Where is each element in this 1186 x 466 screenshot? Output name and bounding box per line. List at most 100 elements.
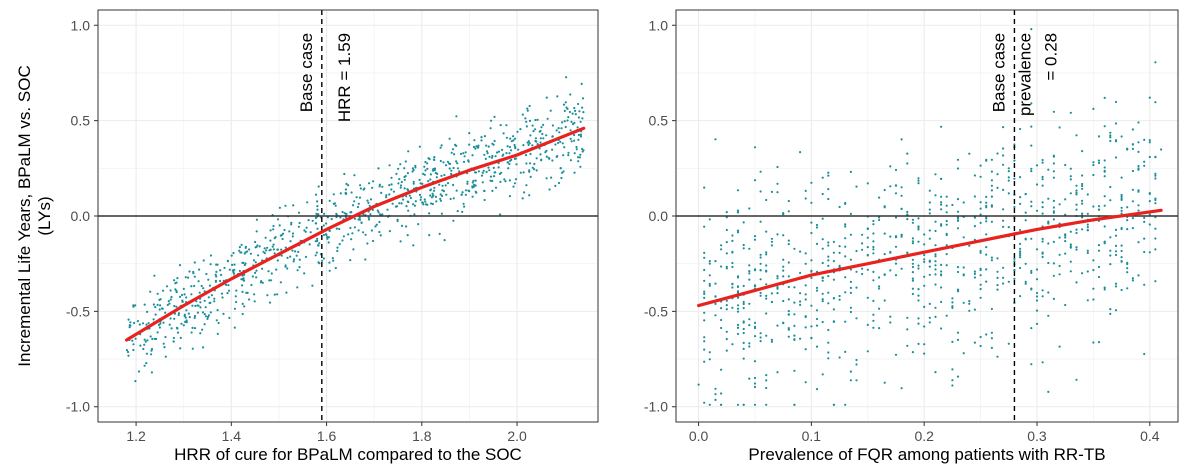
scatter-point: [990, 220, 994, 223]
scatter-point: [297, 225, 300, 228]
scatter-point: [516, 130, 519, 133]
scatter-point: [832, 251, 836, 254]
scatter-point: [464, 193, 467, 196]
scatter-point: [444, 184, 447, 187]
scatter-point: [889, 165, 892, 168]
scatter-point: [1143, 160, 1146, 163]
scatter-point: [1052, 240, 1055, 243]
scatter-point: [359, 184, 362, 187]
scatter-point: [448, 162, 452, 165]
scatter-point: [844, 350, 847, 353]
scatter-point: [175, 291, 178, 294]
scatter-point: [1075, 228, 1078, 231]
scatter-point: [355, 196, 358, 199]
scatter-point: [934, 194, 937, 197]
scatter-point: [1114, 122, 1118, 125]
scatter-point: [1064, 252, 1067, 255]
scatter-point: [316, 227, 319, 230]
scatter-point: [996, 288, 999, 291]
trend-line: [125, 126, 586, 342]
scatter-point: [1030, 327, 1033, 330]
scatter-point: [169, 298, 172, 301]
scatter-point: [951, 379, 954, 382]
scatter-point: [1019, 254, 1022, 257]
scatter-point: [233, 263, 236, 266]
y-tick-label: 0.0: [649, 208, 669, 224]
scatter-point: [381, 185, 384, 188]
scatter-point: [911, 221, 915, 224]
scatter-point: [529, 134, 532, 137]
scatter-point: [577, 133, 581, 137]
scatter-point: [358, 218, 362, 221]
scatter-point: [532, 130, 535, 133]
scatter-point: [570, 120, 573, 123]
scatter-point: [990, 346, 994, 349]
scatter-point: [528, 142, 531, 145]
scatter-point: [483, 153, 486, 156]
scatter-point: [911, 242, 915, 245]
scatter-point: [1069, 270, 1072, 273]
scatter-point: [144, 340, 147, 343]
scatter-point: [494, 155, 497, 158]
base-case-label-line: Base case: [297, 33, 316, 112]
scatter-point: [344, 192, 347, 195]
scatter-point: [195, 300, 198, 303]
scatter-point: [1097, 205, 1101, 208]
scatter-point: [742, 247, 745, 250]
scatter-point: [714, 393, 717, 396]
scatter-point: [1137, 164, 1140, 168]
scatter-point: [191, 304, 194, 307]
scatter-point: [278, 206, 281, 209]
scatter-point: [1019, 176, 1022, 179]
scatter-point: [272, 228, 275, 231]
scatter-point: [849, 370, 853, 373]
scatter-point: [474, 184, 477, 187]
scatter-point: [485, 144, 488, 147]
scatter-point: [304, 230, 307, 233]
scatter-point: [193, 284, 196, 288]
scatter-point: [815, 317, 819, 321]
scatter-point: [1148, 223, 1151, 226]
scatter-point: [399, 184, 403, 187]
scatter-point: [442, 161, 445, 164]
scatter-point: [417, 223, 420, 226]
scatter-point: [471, 186, 474, 189]
scatter-point: [1137, 168, 1140, 171]
scatter-point: [254, 261, 257, 264]
scatter-point: [154, 306, 157, 309]
scatter-point: [894, 262, 898, 265]
scatter-point: [911, 237, 915, 240]
scatter-point: [273, 252, 276, 255]
scatter-point: [485, 150, 489, 153]
scatter-point: [176, 327, 179, 330]
scatter-point: [956, 227, 960, 230]
scatter-point: [579, 133, 583, 136]
scatter-point: [442, 190, 445, 193]
scatter-point: [403, 187, 406, 190]
scatter-point: [821, 300, 824, 303]
scatter-point: [900, 387, 903, 390]
scatter-point: [128, 324, 131, 327]
scatter-point: [497, 150, 500, 153]
scatter-point: [945, 233, 948, 237]
scatter-point: [418, 193, 422, 196]
scatter-point: [945, 264, 948, 267]
scatter-point: [369, 213, 372, 216]
scatter-point: [449, 197, 452, 201]
scatter-point: [827, 259, 830, 262]
scatter-point: [934, 273, 937, 276]
scatter-point: [433, 189, 436, 192]
scatter-point: [725, 304, 728, 307]
scatter-point: [1131, 200, 1134, 203]
scatter-point: [458, 170, 461, 173]
scatter-point: [1064, 163, 1067, 167]
scatter-point: [962, 352, 965, 355]
scatter-point: [1041, 361, 1044, 364]
scatter-point: [1035, 164, 1039, 167]
scatter-point: [472, 145, 476, 149]
scatter-point: [849, 268, 853, 271]
scatter-point: [258, 245, 261, 248]
scatter-point: [581, 106, 584, 109]
scatter-point: [1148, 192, 1151, 195]
scatter-point: [703, 290, 706, 293]
